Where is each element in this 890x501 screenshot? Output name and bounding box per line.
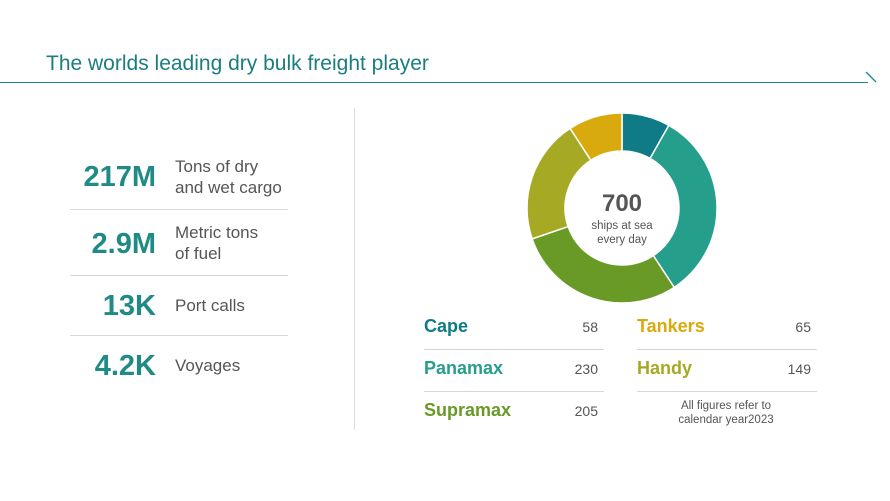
- donut-slice-supramax: [531, 225, 676, 304]
- donut-chart: 700 ships at sea every day: [526, 112, 718, 304]
- legend-item-panamax: Panamax 230: [424, 350, 604, 392]
- legend-item-handy: Handy 149: [637, 350, 817, 392]
- stat-label: Metric tons of fuel: [175, 223, 259, 263]
- vertical-divider: [354, 108, 355, 430]
- legend-name: Panamax: [424, 358, 504, 378]
- legend-value: 205: [574, 403, 598, 419]
- legend-value: 230: [574, 361, 598, 377]
- legend-value: 65: [795, 319, 811, 335]
- legend-name: Supramax: [424, 400, 512, 420]
- legend-value: 58: [582, 319, 598, 335]
- stat-value: 4.2K: [94, 350, 156, 382]
- stat-value: 217M: [83, 161, 156, 193]
- legend-name: Handy: [637, 358, 693, 378]
- legend-item-supramax: Supramax 205: [424, 392, 604, 433]
- stat-row-voyages: 4.2K Voyages: [70, 336, 288, 396]
- stats-list: 217M Tons of dry and wet cargo 2.9M Metr…: [70, 145, 288, 396]
- legend-left-column: Cape 58 Panamax 230 Supramax 205: [424, 308, 604, 433]
- footnote: All figures refer to calendar year2023: [678, 400, 774, 426]
- legend-item-cape: Cape 58: [424, 308, 604, 350]
- stat-row-fuel: 2.9M Metric tons of fuel: [70, 210, 288, 276]
- stat-value: 13K: [102, 290, 156, 322]
- stat-row-cargo: 217M Tons of dry and wet cargo: [70, 145, 288, 210]
- donut-slice-panamax: [649, 124, 718, 289]
- stat-label: Port calls: [175, 296, 245, 315]
- legend-value: 149: [787, 361, 811, 377]
- donut-center-label: ships at sea every day: [591, 220, 653, 246]
- stat-row-port-calls: 13K Port calls: [70, 276, 288, 336]
- legend-name: Cape: [424, 316, 469, 336]
- donut-center-value: 700: [602, 190, 642, 217]
- legend-right-column: Tankers 65 Handy 149: [637, 308, 817, 392]
- stat-label: Voyages: [175, 356, 241, 375]
- title-underline-end-mark: [865, 71, 877, 83]
- title-underline: [0, 82, 868, 83]
- stat-value: 2.9M: [91, 228, 156, 260]
- legend-name: Tankers: [637, 316, 705, 336]
- donut-slice-tankers: [569, 112, 623, 162]
- legend-item-tankers: Tankers 65: [637, 308, 817, 350]
- stat-label: Tons of dry and wet cargo: [175, 157, 282, 197]
- page-title: The worlds leading dry bulk freight play…: [46, 52, 429, 75]
